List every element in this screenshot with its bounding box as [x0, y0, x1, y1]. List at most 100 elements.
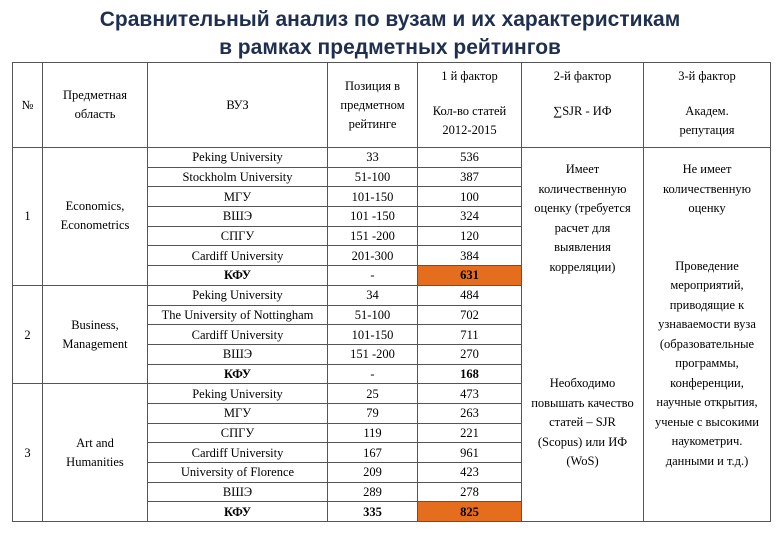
group-number: 3	[12, 383, 43, 523]
position-cell: 101-150	[327, 186, 418, 208]
position-cell: 25	[327, 383, 418, 404]
position-cell: -	[327, 363, 418, 385]
university-cell: КФУ	[147, 265, 328, 286]
university-cell: СПГУ	[147, 422, 328, 444]
position-cell: 201-300	[327, 245, 418, 267]
university-cell: Peking University	[147, 147, 328, 168]
factor1-title: 1 й фактор	[441, 69, 498, 83]
table-row: 2 Business, Management Peking University 34…	[12, 284, 771, 385]
university-cell: Cardiff University	[147, 245, 328, 267]
position-cell: 209	[327, 462, 418, 483]
university-cell: Stockholm University	[147, 166, 328, 188]
table-row: ВШЭ 151 -200 270	[13, 343, 771, 365]
table-row: СПГУ 151 -200 120	[13, 225, 771, 247]
university-cell: Peking University	[147, 284, 328, 306]
university-cell: КФУ	[147, 501, 328, 523]
articles-count-cell: 473	[417, 383, 522, 404]
articles-count-cell: 536	[417, 147, 522, 168]
articles-count-cell: 702	[417, 304, 522, 326]
articles-count-cell: 711	[417, 324, 522, 345]
factor2-title: 2-й фактор	[553, 69, 612, 83]
articles-count-cell: 263	[417, 402, 522, 424]
header-factor3: 3-й фактор Академ. репутация	[643, 62, 771, 148]
page-title: Сравнительный анализ по вузам и их харак…	[0, 6, 780, 62]
table-row: СПГУ 119 221	[13, 422, 771, 444]
articles-count-cell: 961	[417, 442, 522, 463]
table-row: Cardiff University 201-300 384	[13, 245, 771, 267]
articles-count-cell: 278	[417, 481, 522, 503]
header-area: Предметная область	[42, 62, 148, 148]
position-cell: 51-100	[327, 166, 418, 188]
position-cell: -	[327, 265, 418, 286]
factor1-subtitle: Кол-во статей 2012-2015	[432, 104, 507, 137]
table-row: 1 Economics, Econometrics Peking Universit…	[12, 146, 771, 523]
university-cell: КФУ	[147, 363, 328, 385]
articles-count-cell: 221	[417, 422, 522, 444]
header-num: №	[12, 62, 43, 148]
header-position: Позиция в предметном рейтинге	[327, 62, 418, 148]
university-cell: ВШЭ	[147, 343, 328, 365]
university-cell: МГУ	[147, 186, 328, 208]
articles-count-cell: 120	[417, 225, 522, 247]
university-cell: СПГУ	[147, 225, 328, 247]
table-row: КФУ -631	[13, 265, 771, 286]
factor2-note-quality: Необходимо повышать качество статей – SJ…	[531, 376, 634, 468]
header-uni: ВУЗ	[147, 62, 328, 148]
factor2-note-quantitative: Имеет количественную оценку (требуется р…	[534, 162, 631, 274]
table-row: University of Florence 209 423	[13, 462, 771, 483]
university-cell: ВШЭ	[147, 481, 328, 503]
university-cell: The University of Nottingham	[147, 304, 328, 326]
position-cell: 34	[327, 284, 418, 306]
table-row: МГУ 101-150 100	[13, 186, 771, 208]
factor2-subtitle: ∑SJR - ИФ	[553, 104, 612, 118]
position-cell: 167	[327, 442, 418, 463]
position-cell: 335	[327, 501, 418, 523]
articles-count-cell: 384	[417, 245, 522, 267]
header-row: № Предметная область ВУЗ Позиция в предм…	[12, 62, 771, 148]
position-cell: 101 -150	[327, 206, 418, 227]
university-cell: Peking University	[147, 383, 328, 404]
articles-count-cell: 168	[417, 363, 522, 385]
university-cell: Cardiff University	[147, 442, 328, 463]
group-subject-area: Economics, Econometrics	[42, 147, 148, 286]
group-subject-area: Business, Management	[42, 284, 148, 385]
position-cell: 101-150	[327, 324, 418, 345]
factor3-title: 3-й фактор	[678, 69, 736, 83]
table-row: The University of Nottingham 51-100 702	[13, 304, 771, 326]
articles-count-cell: 631	[417, 265, 522, 286]
articles-count-cell: 270	[417, 343, 522, 365]
position-cell: 79	[327, 402, 418, 424]
header-factor1: 1 й фактор Кол-во статей 2012-2015	[417, 62, 522, 148]
comparison-table: № Предметная область ВУЗ Позиция в предм…	[12, 62, 771, 523]
table-row: 3 Art and Humanities Peking University 25 47…	[12, 383, 771, 523]
position-cell: 119	[327, 422, 418, 444]
university-cell: Cardiff University	[147, 324, 328, 345]
articles-count-cell: 324	[417, 206, 522, 227]
group-number: 1	[12, 147, 43, 286]
factor3-note-activities: Проведение мероприятий, приводящие к узн…	[655, 258, 759, 468]
university-cell: ВШЭ	[147, 206, 328, 227]
header-factor2: 2-й фактор ∑SJR - ИФ	[521, 62, 644, 148]
title-line-1: Сравнительный анализ по вузам и их харак…	[99, 8, 681, 31]
articles-count-cell: 100	[417, 186, 522, 208]
position-cell: 51-100	[327, 304, 418, 326]
table-row: МГУ 79 263	[13, 402, 771, 424]
articles-count-cell: 423	[417, 462, 522, 483]
group-subject-area: Art and Humanities	[42, 383, 148, 523]
position-cell: 151 -200	[327, 343, 418, 365]
position-cell: 151 -200	[327, 225, 418, 247]
position-cell: 289	[327, 481, 418, 503]
articles-count-cell: 484	[417, 284, 522, 306]
factor3-subtitle: Академ. репутация	[679, 104, 735, 137]
articles-count-cell: 387	[417, 166, 522, 188]
articles-count-cell: 825	[417, 501, 522, 523]
position-cell: 33	[327, 147, 418, 168]
title-line-2: в рамках предметных рейтингов	[219, 36, 561, 59]
table-row: Cardiff University 101-150 711	[13, 324, 771, 345]
factor3-notes: Не имеет количественную оценку Проведение…	[643, 146, 771, 523]
factor2-notes: Имеет количественную оценку (требуется р…	[521, 146, 644, 523]
factor3-note-no-quantitative: Не имеет количественную оценку	[663, 162, 751, 215]
group-number: 2	[12, 284, 43, 385]
university-cell: МГУ	[147, 402, 328, 424]
university-cell: University of Florence	[147, 462, 328, 483]
